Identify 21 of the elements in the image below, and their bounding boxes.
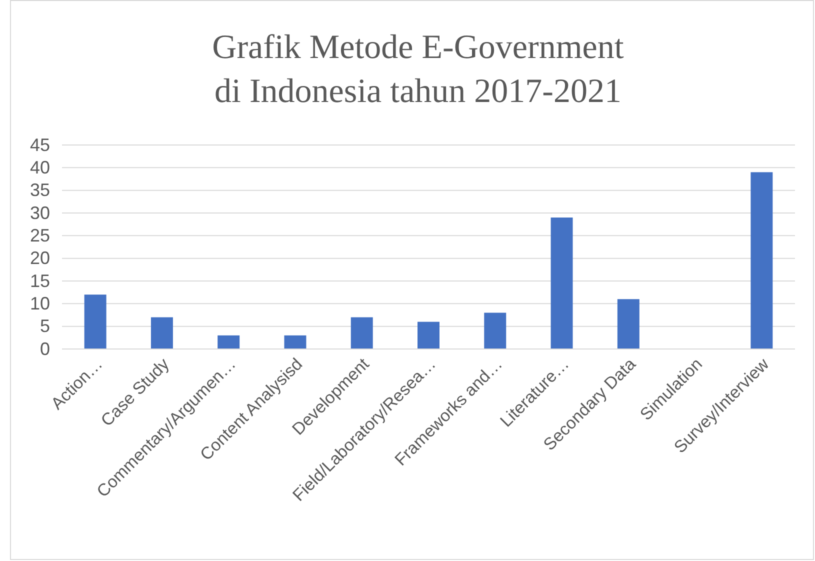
bar xyxy=(617,299,640,349)
bar xyxy=(218,335,240,349)
bar xyxy=(84,294,106,349)
y-tick-label: 10 xyxy=(30,293,50,314)
y-tick-label: 30 xyxy=(30,202,50,223)
bar xyxy=(150,317,173,349)
bar xyxy=(750,172,773,349)
bar xyxy=(350,317,373,349)
y-tick-label: 45 xyxy=(30,134,50,155)
y-tick-label: 20 xyxy=(30,248,50,268)
y-tick-label: 0 xyxy=(40,338,50,359)
bar xyxy=(550,218,573,349)
y-tick-label: 25 xyxy=(30,225,50,246)
y-tick-label: 40 xyxy=(30,157,50,178)
bar xyxy=(418,322,440,349)
y-tick-label: 5 xyxy=(40,316,50,336)
chart-title: Grafik Metode E-Government di Indonesia tahun 2017-2021 xyxy=(212,29,624,110)
y-tick-label: 35 xyxy=(30,180,50,200)
bar xyxy=(284,335,306,349)
bar xyxy=(484,312,506,349)
y-tick-label: 15 xyxy=(30,270,50,291)
